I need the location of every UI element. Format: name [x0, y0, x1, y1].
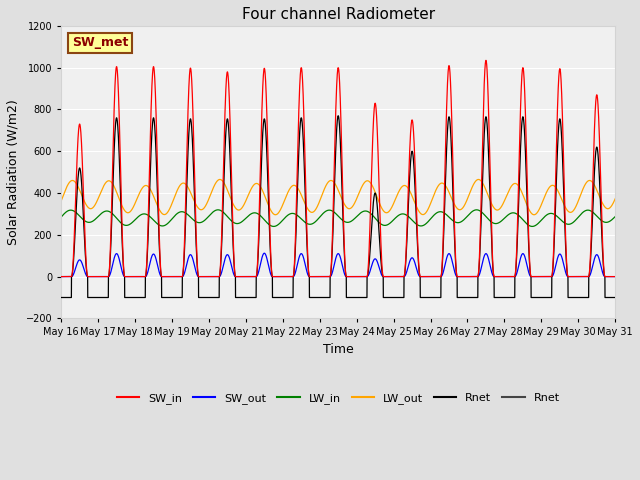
- Legend: SW_in, SW_out, LW_in, LW_out, Rnet, Rnet: SW_in, SW_out, LW_in, LW_out, Rnet, Rnet: [113, 388, 564, 408]
- Y-axis label: Solar Radiation (W/m2): Solar Radiation (W/m2): [7, 99, 20, 245]
- Title: Four channel Radiometer: Four channel Radiometer: [242, 7, 435, 22]
- X-axis label: Time: Time: [323, 343, 353, 356]
- Text: SW_met: SW_met: [72, 36, 129, 49]
